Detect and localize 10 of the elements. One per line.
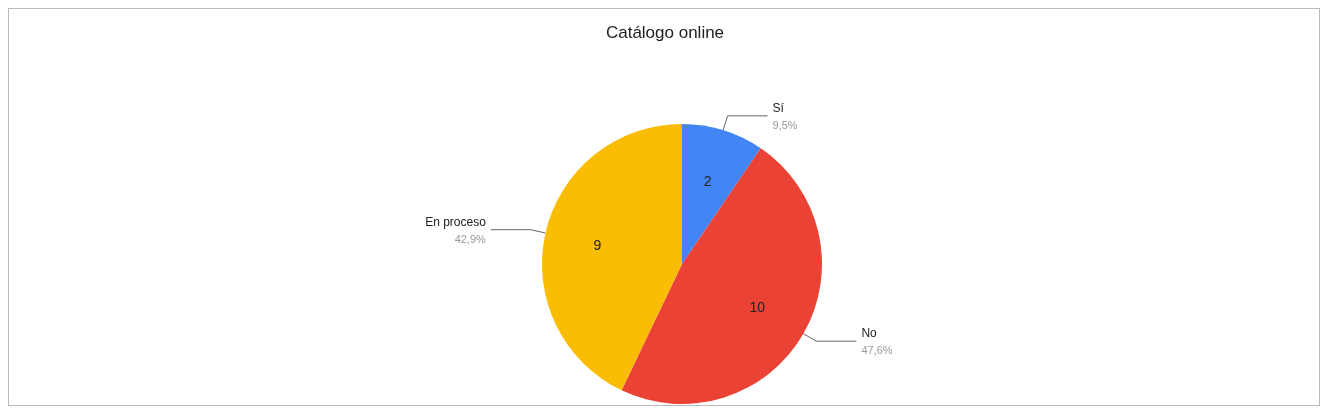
text: 10 xyxy=(749,299,766,316)
slice-label: No xyxy=(861,326,878,341)
text: 9 xyxy=(593,236,602,253)
data-label: 47,6% xyxy=(861,344,893,357)
slice-label: En proceso xyxy=(425,214,487,229)
data-label: 42,9% xyxy=(454,232,487,245)
chart-title: Catálogo online xyxy=(605,23,725,42)
slice-label: Sí xyxy=(772,100,785,115)
data-label: 9,5% xyxy=(772,118,798,131)
text: 2 xyxy=(703,173,712,190)
